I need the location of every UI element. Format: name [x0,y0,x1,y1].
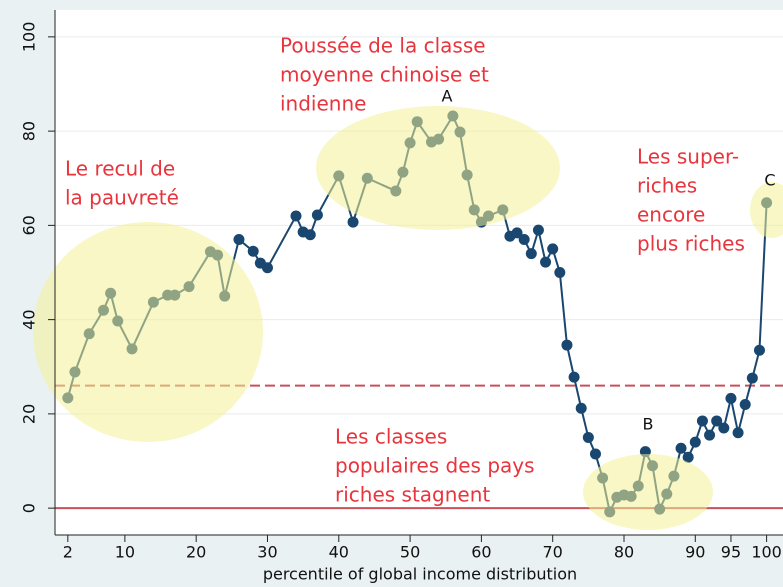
annotation: la pauvreté [65,186,179,210]
data-point [696,415,708,427]
data-point [290,210,302,222]
highlight [33,222,263,442]
data-point [675,442,687,454]
data-point [589,448,601,460]
x-tick-label: 30 [257,543,277,562]
data-point [540,256,552,268]
x-tick-label: 95 [721,543,741,562]
x-tick-label: 2 [63,543,73,562]
data-point [554,267,566,278]
data-point [582,431,594,443]
data-point [347,216,359,228]
data-point [525,248,537,260]
x-tick-label: 20 [186,543,206,562]
data-point [518,234,530,246]
data-point [689,436,701,448]
data-point [247,245,259,257]
axes [48,10,783,542]
annotation: Les super- [637,145,739,169]
data-point [753,344,765,356]
data-point [568,371,580,383]
data-point [233,234,245,246]
x-tick-label: 100 [751,543,782,562]
data-point [575,402,587,414]
x-tick-label: 50 [400,543,420,562]
y-tick-label: 40 [20,309,39,329]
data-point [682,451,694,463]
x-tick-label: 90 [685,543,705,562]
data-point [304,229,316,241]
x-axis-label: percentile of global income distribution [263,565,577,584]
data-point [561,339,573,351]
annotation: indienne [280,92,366,116]
annotation: Poussée de la classe [280,34,486,58]
x-tick-label: 10 [115,543,135,562]
highlight [316,106,560,230]
y-tick-label: 80 [20,121,39,141]
highlights [33,106,783,530]
highlight [583,454,713,530]
x-tick-label: 80 [614,543,634,562]
data-point [704,429,716,441]
data-point [261,262,273,274]
point-label: C [764,171,775,190]
x-tick-label: 40 [329,543,349,562]
y-tick-label: 100 [20,22,39,53]
point-label: A [442,87,453,106]
annotation: Le recul de [65,157,175,181]
data-point [311,209,323,221]
y-tick-label: 60 [20,215,39,235]
labels: 0 20 40 60 80 100 2 10 20 30 40 50 60 70 80 90 95 100 Le r… [20,22,782,562]
y-tick-label: 20 [20,404,39,424]
annotation: Les classes [335,425,447,449]
data-point [725,392,737,404]
annotation: riches stagnent [335,483,490,507]
data-point [732,427,744,439]
data-point [739,398,751,410]
point-label: B [643,415,654,434]
x-tick-label: 60 [471,543,491,562]
annotation: encore [637,203,705,227]
annotation: moyenne chinoise et [280,63,489,87]
x-tick-label: 70 [543,543,563,562]
data-point [711,415,723,427]
data-point [511,227,523,239]
data-point [746,372,758,384]
data-point [532,224,544,236]
y-tick-label: 0 [20,503,39,513]
annotation: riches [637,174,697,198]
data-point [718,422,730,434]
annotation: populaires des pays [335,454,535,478]
data-point [547,243,559,255]
highlight [750,182,783,238]
annotation: plus riches [637,232,745,256]
